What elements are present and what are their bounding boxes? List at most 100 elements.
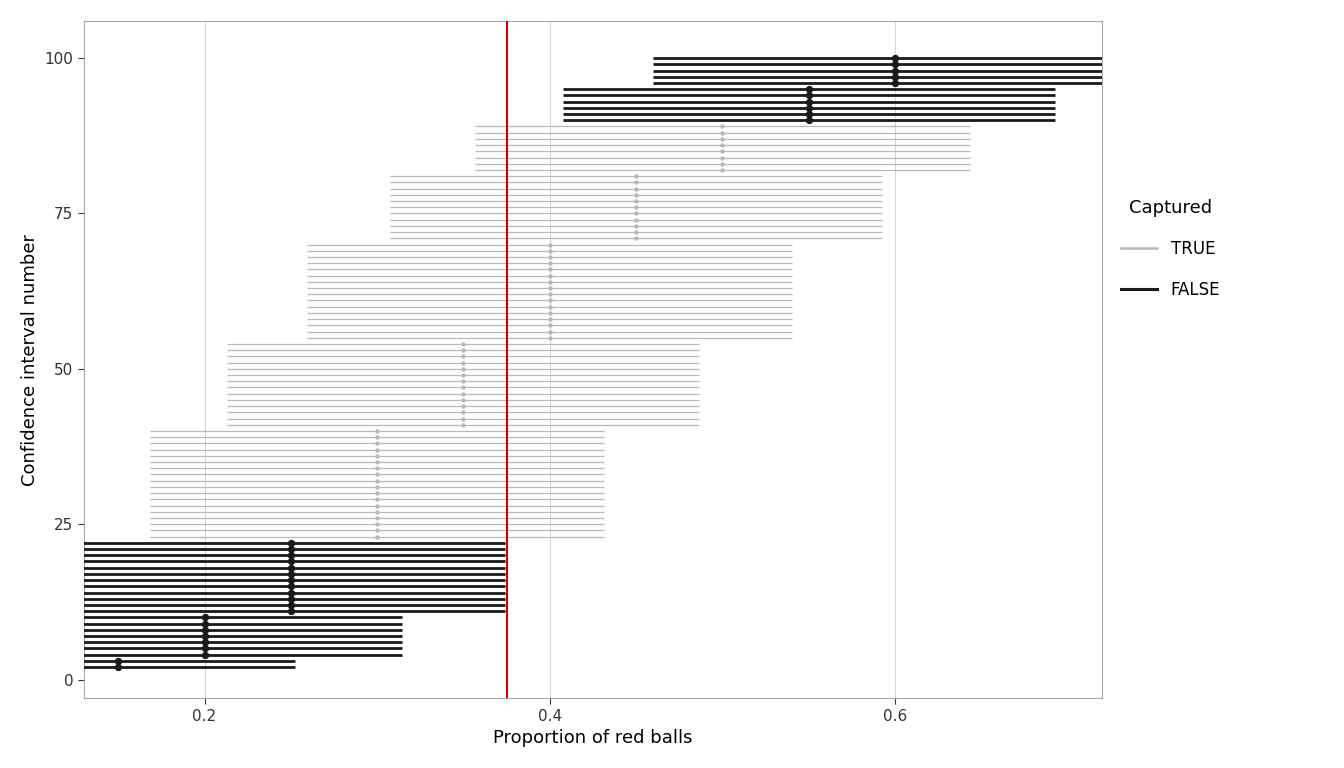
Point <box>194 630 215 642</box>
Point <box>539 257 560 270</box>
Point <box>453 350 474 362</box>
Point <box>280 543 301 555</box>
Point <box>711 127 732 139</box>
Point <box>539 306 560 319</box>
Point <box>280 555 301 568</box>
Point <box>367 431 388 443</box>
Point <box>798 95 820 108</box>
Point <box>798 101 820 114</box>
Point <box>453 375 474 387</box>
Point <box>539 313 560 326</box>
Point <box>539 245 560 257</box>
Point <box>625 226 646 238</box>
Point <box>194 648 215 660</box>
Point <box>453 400 474 412</box>
Point <box>539 251 560 263</box>
Point <box>711 121 732 133</box>
Point <box>453 406 474 419</box>
Point <box>280 580 301 592</box>
Point <box>625 177 646 189</box>
Point <box>625 170 646 182</box>
Point <box>280 587 301 599</box>
Point <box>280 605 301 617</box>
Point <box>280 537 301 549</box>
Point <box>367 525 388 537</box>
Point <box>711 145 732 157</box>
Point <box>453 338 474 350</box>
X-axis label: Proportion of red balls: Proportion of red balls <box>493 729 692 747</box>
Point <box>367 481 388 493</box>
Point <box>884 77 906 89</box>
Point <box>539 238 560 250</box>
Point <box>367 462 388 475</box>
Point <box>798 89 820 101</box>
Point <box>884 58 906 71</box>
Point <box>367 443 388 455</box>
Point <box>367 518 388 531</box>
Point <box>194 611 215 624</box>
Point <box>711 133 732 145</box>
Point <box>280 593 301 605</box>
Point <box>884 52 906 65</box>
Point <box>711 151 732 164</box>
Point <box>625 207 646 220</box>
Point <box>539 294 560 306</box>
Point <box>798 114 820 127</box>
Point <box>453 382 474 394</box>
Point <box>367 505 388 518</box>
Point <box>884 65 906 77</box>
Point <box>453 419 474 431</box>
Point <box>539 282 560 294</box>
Point <box>280 568 301 580</box>
Point <box>711 157 732 170</box>
Point <box>539 300 560 313</box>
Point <box>453 388 474 400</box>
Point <box>884 71 906 83</box>
Point <box>625 214 646 226</box>
Point <box>367 437 388 449</box>
Point <box>453 369 474 381</box>
Point <box>367 456 388 468</box>
Point <box>539 263 560 276</box>
Point <box>194 617 215 630</box>
Point <box>194 624 215 636</box>
Point <box>367 493 388 505</box>
Point <box>280 574 301 586</box>
Point <box>453 344 474 356</box>
Point <box>539 276 560 288</box>
Y-axis label: Confidence interval number: Confidence interval number <box>22 233 39 485</box>
Point <box>539 270 560 282</box>
Point <box>453 356 474 369</box>
Point <box>194 636 215 648</box>
Point <box>625 232 646 244</box>
Point <box>367 531 388 543</box>
Point <box>367 468 388 481</box>
Point <box>453 362 474 375</box>
Point <box>453 412 474 425</box>
Point <box>280 561 301 574</box>
Point <box>625 201 646 214</box>
Point <box>539 288 560 300</box>
Point <box>108 661 129 674</box>
Point <box>367 487 388 499</box>
Point <box>539 319 560 332</box>
Point <box>108 655 129 667</box>
Point <box>367 511 388 524</box>
Point <box>625 220 646 232</box>
Point <box>625 195 646 207</box>
Point <box>367 499 388 511</box>
Point <box>798 83 820 95</box>
Legend: TRUE, FALSE: TRUE, FALSE <box>1121 198 1220 300</box>
Point <box>625 189 646 201</box>
Point <box>453 394 474 406</box>
Point <box>194 642 215 654</box>
Point <box>367 475 388 487</box>
Point <box>539 332 560 344</box>
Point <box>367 450 388 462</box>
Point <box>280 549 301 561</box>
Point <box>280 599 301 611</box>
Point <box>711 164 732 176</box>
Point <box>367 425 388 437</box>
Point <box>798 108 820 121</box>
Point <box>711 139 732 151</box>
